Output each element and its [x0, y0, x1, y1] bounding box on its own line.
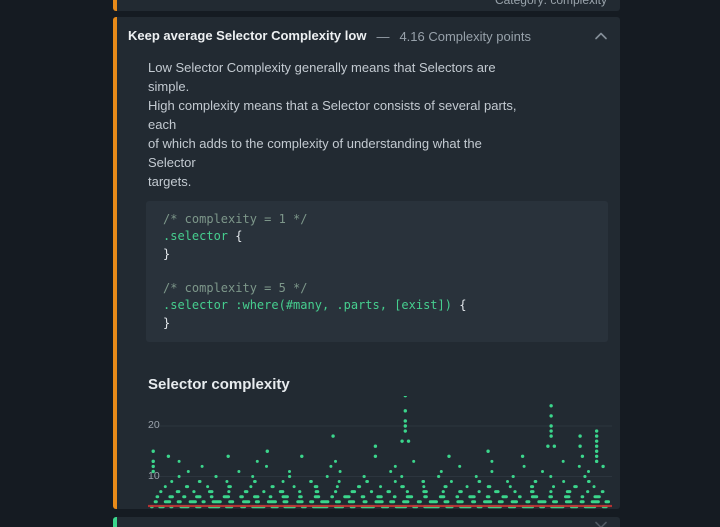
scatter-plot: [148, 394, 612, 509]
chevron-up-icon[interactable]: [594, 32, 608, 40]
next-audit-card[interactable]: [113, 517, 620, 527]
complexity-points-value: 4.16 Complexity points: [399, 28, 531, 44]
card-header: Keep average Selector Complexity low — 4…: [117, 17, 620, 44]
code-line: .selector :where(#many, .parts, [exist])…: [163, 298, 467, 313]
y-axis-tick-label: 10: [148, 469, 160, 482]
selector-complexity-chart: 20100: [148, 394, 612, 509]
selector-complexity-card: Keep average Selector Complexity low — 4…: [113, 17, 620, 509]
code-line: /* complexity = 1 */: [163, 212, 308, 226]
description-text: Low Selector Complexity generally means …: [148, 60, 517, 189]
chevron-down-icon[interactable]: [594, 521, 608, 527]
title-separator: —: [376, 28, 390, 44]
code-line: }: [163, 246, 171, 261]
code-line: .selector {: [163, 229, 243, 244]
chart-title: Selector complexity: [148, 376, 290, 394]
previous-audit-card[interactable]: Category: complexity: [113, 0, 620, 11]
y-axis-tick-label: 20: [148, 419, 160, 432]
code-line: [163, 263, 596, 280]
code-line: }: [163, 315, 171, 330]
previous-category-label: Category: complexity: [494, 0, 607, 7]
card-title: Keep average Selector Complexity low: [128, 28, 367, 43]
code-example-block: /* complexity = 1 */ .selector {} /* compl…: [146, 201, 608, 343]
code-line: /* complexity = 5 */: [163, 281, 308, 296]
